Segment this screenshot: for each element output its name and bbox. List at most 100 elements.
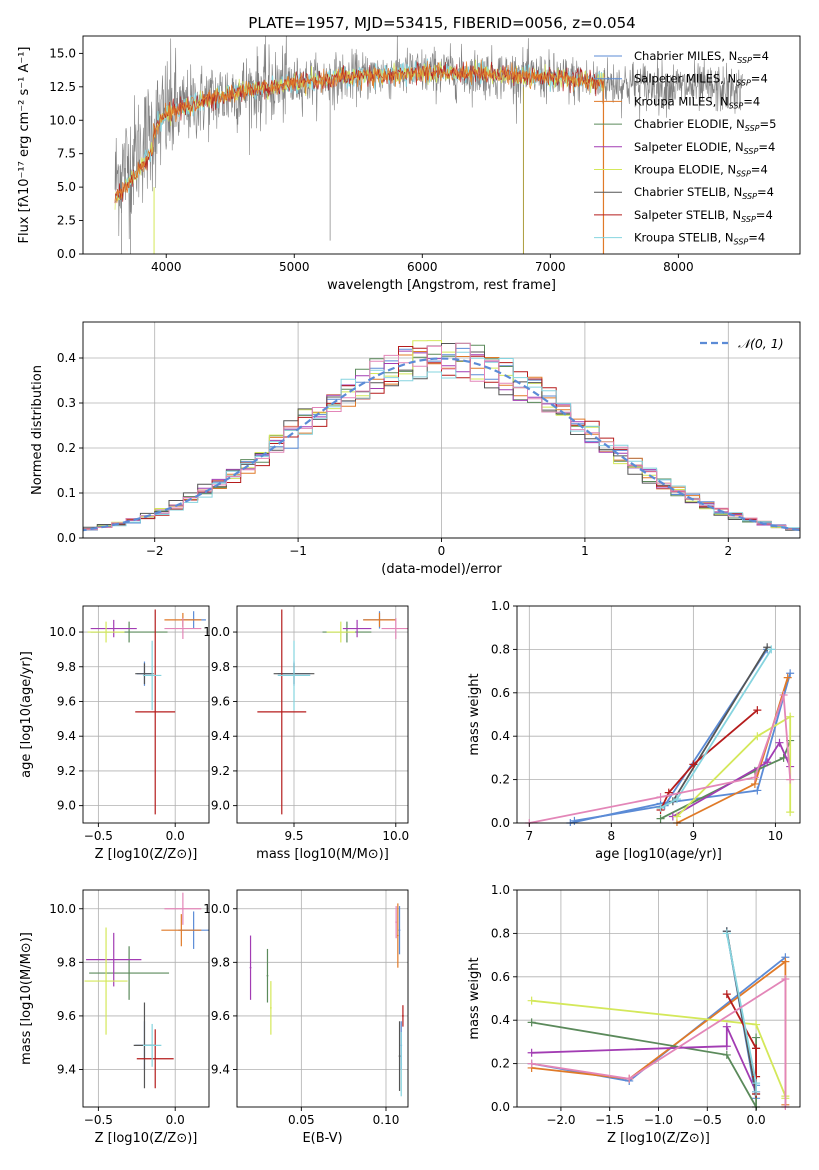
x-tick-label: 0.0 [166,1113,185,1127]
legend-entry: Salpeter STELIB, NSSP=4 [634,208,773,224]
axes-frame [236,605,409,824]
weight-line [660,740,792,820]
y-tick-label: 9.4 [57,729,76,743]
y-axis-label: mass [log10(M/M⊙)] [19,932,34,1065]
x-axis-label: (data-model)/error [381,562,502,577]
x-tick-label: −0.5 [84,829,113,843]
x-tick-label: −0.5 [693,1113,722,1127]
legend-entry: Chabrier MILES, NSSP=4 [634,49,769,65]
weight-marker [527,1059,536,1068]
weight-marker [722,929,731,938]
y-tick-label: 9.8 [211,660,230,674]
x-axis-label: Z [log10(Z/Z⊙)] [95,847,198,862]
weight-marker [570,816,579,825]
weight-marker [753,786,762,795]
legend-entry: Chabrier STELIB, NSSP=4 [634,185,774,201]
gaussian-curve [83,357,800,532]
y-tick-label: 0.8 [491,642,510,656]
legend-entry: Salpeter MILES, NSSP=4 [634,72,768,88]
x-axis-label: E(B-V) [302,1131,342,1146]
weight-line [676,715,792,818]
legend-entry: Chabrier ELODIE, NSSP=5 [634,117,776,133]
model-spectrum [114,59,605,204]
x-tick-label: −1.0 [644,1113,673,1127]
weight-marker [527,1018,536,1027]
y-tick-label: 9.4 [57,1062,76,1076]
x-tick-label: 9 [690,829,698,843]
y-tick-label: 0.4 [491,1013,510,1027]
y-axis-label: mass weight [467,957,482,1039]
x-tick-label: 1 [581,544,589,558]
legend-entry: Kroupa MILES, NSSP=4 [634,94,760,110]
weight_vs_age-plot [525,643,795,826]
x-tick-label: 2 [724,544,732,558]
x-tick-label: 7 [525,829,533,843]
y-tick-label: 10.0 [49,902,76,916]
x-tick-label: 10 [768,829,783,843]
y-tick-label: 7.5 [57,147,76,161]
x-tick-label: 0 [438,544,446,558]
spectrum-plot [114,36,743,254]
y-tick-label: 1.0 [491,599,510,613]
weight-marker [722,1042,731,1051]
weight-marker [672,795,681,804]
y-axis-label: Flux [fλ10⁻¹⁷ erg cm⁻² s⁻¹ A⁻¹] [17,47,32,244]
x-axis-label: Z [log10(Z/Z⊙)] [95,1131,198,1146]
y-tick-label: 0.4 [57,351,76,365]
mass_vs_ebv-plot [249,903,404,1097]
weight-marker [753,706,762,715]
weight-marker [775,738,784,747]
y-tick-label: 5.0 [57,180,76,194]
y-tick-label: 10.0 [203,625,230,639]
x-tick-label: 8000 [663,260,694,274]
x-tick-label: 4000 [151,260,182,274]
axes-frame [82,35,801,255]
x-tick-label: −1 [289,544,307,558]
x-tick-label: 5000 [279,260,310,274]
weight-marker [763,758,772,767]
weight-marker [786,808,795,817]
y-tick-label: 9.8 [57,660,76,674]
y-tick-label: 9.8 [211,955,230,969]
y-tick-label: 0.2 [57,441,76,455]
y-tick-label: 15.0 [49,46,76,60]
y-tick-label: 9.4 [211,1062,230,1076]
weight-marker [656,803,665,812]
data-layer [83,36,800,1110]
x-tick-label: 10.0 [382,829,409,843]
weight-marker [625,1074,634,1083]
y-tick-label: 0.3 [57,396,76,410]
y-tick-label: 9.4 [211,729,230,743]
y-tick-label: 0.8 [491,926,510,940]
weight-marker [527,996,536,1005]
weight-marker [752,1020,761,1029]
weight_vs_Z-plot [527,927,790,1110]
weight-marker [763,643,772,652]
weight-marker [767,645,776,654]
y-tick-label: 0.6 [491,686,510,700]
y-tick-label: 9.6 [211,1009,230,1023]
legend-entry: Salpeter ELODIE, NSSP=4 [634,140,775,156]
y-tick-label: 9.8 [57,955,76,969]
axes-frame [82,889,210,1108]
x-tick-label: 0.10 [373,1113,400,1127]
weight-marker [656,814,665,823]
y-tick-label: 9.0 [211,799,230,813]
weight-marker [722,990,731,999]
weight-marker [786,669,795,678]
legend-entry: Kroupa STELIB, NSSP=4 [634,231,765,247]
x-tick-label: 8 [608,829,616,843]
y-axis-label: Normed distribution [30,365,45,495]
x-tick-label: −2 [146,544,164,558]
y-tick-label: 0.0 [57,531,76,545]
y-tick-label: 1.0 [491,883,510,897]
y-tick-label: 0.2 [491,773,510,787]
x-axis-label: mass [log10(M/M⊙)] [256,847,389,862]
axes-frame [236,889,409,1108]
mass_vs_Z-plot [84,892,209,1089]
legend-entry: 𝒩(0, 1) [738,336,784,351]
y-tick-label: 0.6 [491,970,510,984]
y-tick-label: 0.0 [491,816,510,830]
y-tick-label: 0.4 [491,729,510,743]
